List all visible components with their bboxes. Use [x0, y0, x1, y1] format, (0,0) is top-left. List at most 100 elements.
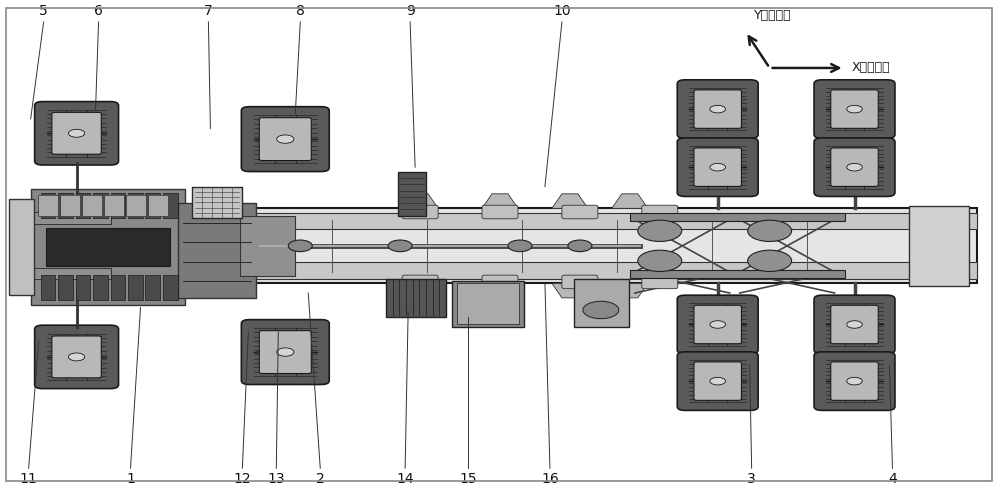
Text: 2: 2	[316, 472, 325, 486]
FancyBboxPatch shape	[562, 205, 598, 219]
FancyBboxPatch shape	[814, 295, 895, 354]
Circle shape	[748, 220, 792, 242]
Circle shape	[748, 250, 792, 271]
Bar	[128, 193, 143, 218]
Bar	[111, 275, 125, 300]
FancyBboxPatch shape	[127, 195, 146, 217]
FancyBboxPatch shape	[562, 275, 598, 289]
FancyBboxPatch shape	[814, 138, 895, 196]
Bar	[58, 275, 73, 300]
Bar	[41, 275, 55, 300]
FancyBboxPatch shape	[694, 90, 741, 128]
Circle shape	[847, 377, 862, 385]
Bar	[452, 281, 524, 327]
Text: 11: 11	[20, 472, 38, 486]
FancyBboxPatch shape	[482, 275, 518, 289]
Text: 5: 5	[39, 4, 48, 18]
FancyBboxPatch shape	[814, 352, 895, 411]
Text: 10: 10	[553, 4, 571, 18]
FancyBboxPatch shape	[35, 325, 119, 389]
Bar	[386, 278, 446, 317]
Circle shape	[847, 105, 862, 113]
Bar	[93, 193, 108, 218]
FancyBboxPatch shape	[694, 305, 741, 343]
FancyBboxPatch shape	[39, 195, 59, 217]
Bar	[574, 278, 629, 327]
Text: 3: 3	[747, 472, 756, 486]
Circle shape	[68, 353, 85, 361]
FancyBboxPatch shape	[694, 148, 741, 186]
Polygon shape	[552, 283, 588, 298]
Polygon shape	[482, 283, 518, 298]
Circle shape	[638, 250, 682, 271]
Bar	[31, 268, 111, 279]
Circle shape	[277, 348, 294, 356]
Circle shape	[847, 321, 862, 328]
Circle shape	[710, 105, 725, 113]
Text: X轴正方向: X轴正方向	[852, 61, 890, 74]
Circle shape	[710, 163, 725, 171]
FancyBboxPatch shape	[241, 107, 329, 172]
FancyBboxPatch shape	[61, 195, 81, 217]
Circle shape	[583, 301, 619, 319]
Bar	[163, 193, 178, 218]
Bar	[240, 216, 295, 276]
Bar	[29, 208, 977, 283]
FancyBboxPatch shape	[814, 80, 895, 138]
Bar	[58, 193, 73, 218]
Circle shape	[710, 377, 725, 385]
Polygon shape	[402, 194, 438, 208]
FancyBboxPatch shape	[677, 80, 758, 138]
Bar	[163, 275, 178, 300]
Bar	[909, 206, 969, 286]
Bar	[29, 262, 977, 279]
FancyBboxPatch shape	[52, 336, 101, 378]
FancyBboxPatch shape	[694, 362, 741, 400]
Bar	[76, 193, 90, 218]
Text: 4: 4	[888, 472, 897, 486]
Bar	[630, 270, 845, 278]
Bar	[29, 213, 977, 229]
FancyBboxPatch shape	[83, 195, 103, 217]
Bar	[31, 212, 111, 224]
Text: 15: 15	[459, 472, 477, 486]
Bar	[630, 214, 845, 221]
Bar	[178, 203, 256, 298]
Polygon shape	[612, 283, 648, 298]
Bar	[128, 275, 143, 300]
FancyBboxPatch shape	[677, 138, 758, 196]
FancyBboxPatch shape	[831, 148, 878, 186]
FancyBboxPatch shape	[402, 205, 438, 219]
Circle shape	[388, 240, 412, 252]
FancyBboxPatch shape	[259, 331, 311, 373]
FancyBboxPatch shape	[482, 205, 518, 219]
FancyBboxPatch shape	[677, 295, 758, 354]
Circle shape	[288, 240, 312, 252]
FancyBboxPatch shape	[259, 118, 311, 161]
Text: 16: 16	[541, 472, 559, 486]
FancyBboxPatch shape	[35, 101, 119, 165]
Circle shape	[847, 163, 862, 171]
FancyBboxPatch shape	[148, 195, 168, 217]
Bar	[9, 198, 34, 295]
Bar	[93, 275, 108, 300]
Circle shape	[277, 135, 294, 143]
Circle shape	[508, 240, 532, 252]
FancyBboxPatch shape	[241, 319, 329, 385]
Polygon shape	[612, 194, 648, 208]
Bar	[192, 187, 242, 218]
Circle shape	[638, 220, 682, 242]
Polygon shape	[482, 194, 518, 208]
Text: 8: 8	[296, 4, 305, 18]
Bar	[111, 193, 125, 218]
FancyBboxPatch shape	[52, 112, 101, 154]
Circle shape	[68, 129, 85, 137]
Text: 9: 9	[406, 4, 415, 18]
FancyBboxPatch shape	[831, 90, 878, 128]
Bar	[457, 283, 519, 324]
FancyBboxPatch shape	[402, 275, 438, 289]
Text: 7: 7	[204, 4, 213, 18]
FancyBboxPatch shape	[642, 205, 678, 219]
Text: 13: 13	[267, 472, 285, 486]
FancyBboxPatch shape	[105, 195, 125, 217]
